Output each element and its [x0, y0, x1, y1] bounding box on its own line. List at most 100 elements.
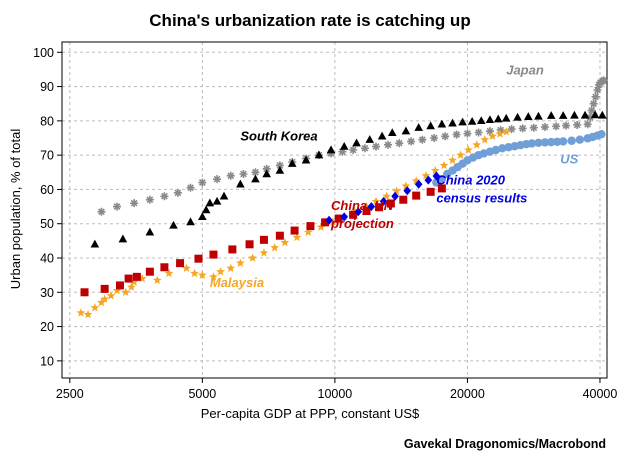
point-malaysia — [76, 308, 86, 317]
point-japan — [507, 125, 516, 134]
label-china-2020-census-results: China 2020 census results — [436, 172, 527, 205]
point-china-un-projection — [334, 214, 343, 223]
y-tick-label: 90 — [40, 80, 54, 94]
point-japan — [372, 142, 381, 151]
point-malaysia — [439, 160, 449, 170]
point-japan — [395, 139, 404, 148]
source-note: Gavekal Dragonomics/Macrobond — [404, 437, 606, 451]
point-south-korea — [426, 121, 435, 130]
series-labels: Japan South Korea US China 2020 census resul… — [210, 63, 579, 291]
point-japan — [540, 123, 549, 132]
point-japan — [275, 161, 284, 170]
point-china-un-projection — [100, 284, 109, 293]
point-south-korea — [501, 113, 511, 122]
point-china-un-projection — [115, 281, 124, 290]
point-malaysia — [421, 171, 431, 180]
point-japan — [518, 124, 527, 133]
point-china-un-projection — [209, 250, 218, 259]
point-china-2020-census-results — [414, 179, 423, 189]
point-south-korea — [314, 150, 324, 159]
point-japan — [583, 120, 592, 129]
point-south-korea — [198, 212, 207, 221]
point-us — [547, 137, 556, 147]
point-japan — [418, 135, 427, 144]
y-tick-label: 100 — [33, 46, 54, 60]
point-malaysia — [328, 217, 338, 226]
point-south-korea — [524, 112, 533, 120]
point-south-korea — [580, 110, 590, 119]
label-us: US — [560, 152, 578, 167]
point-china-un-projection — [306, 222, 315, 231]
point-china-un-projection — [349, 210, 358, 219]
point-china-un-projection — [259, 235, 268, 244]
y-tick-label: 80 — [40, 114, 54, 128]
point-south-korea — [287, 159, 297, 167]
point-malaysia — [226, 263, 236, 273]
point-malaysia — [90, 303, 100, 312]
point-south-korea — [558, 111, 568, 119]
point-japan — [430, 134, 439, 142]
point-china-un-projection — [426, 187, 435, 196]
y-axis: 10 20 30 40 50 60 70 80 90 100 — [33, 46, 62, 368]
point-malaysia — [106, 291, 116, 300]
x-axis-label: Per-capita GDP at PPP, constant US$ — [201, 406, 420, 421]
point-china-un-projection — [245, 240, 254, 249]
point-south-korea — [570, 110, 579, 119]
point-south-korea — [387, 128, 397, 137]
point-malaysia — [127, 282, 136, 291]
y-axis-label: Urban population, % of total — [8, 129, 23, 290]
point-south-korea — [186, 217, 195, 226]
point-japan — [383, 140, 392, 149]
y-tick-label: 70 — [40, 149, 54, 163]
y-tick-label: 10 — [40, 354, 54, 368]
y-tick-label: 30 — [40, 286, 54, 300]
point-china-un-projection — [228, 245, 237, 254]
point-us — [540, 138, 550, 147]
point-south-korea — [485, 115, 495, 124]
point-us — [437, 174, 447, 184]
point-south-korea — [118, 234, 128, 243]
label-japan: Japan — [506, 63, 544, 78]
point-south-korea — [352, 138, 361, 147]
point-south-korea — [414, 123, 423, 131]
point-japan — [552, 122, 561, 131]
point-japan — [589, 99, 598, 108]
point-china-un-projection — [375, 203, 384, 212]
point-malaysia — [190, 268, 199, 278]
point-malaysia — [152, 275, 162, 285]
point-south-korea — [301, 155, 311, 164]
label-china-un-projection: China, UN projection — [330, 198, 394, 231]
label-south-korea: South Korea — [240, 129, 317, 144]
point-malaysia — [259, 248, 269, 257]
point-us — [534, 138, 543, 147]
point-malaysia — [182, 263, 191, 273]
point-japan — [587, 106, 596, 115]
point-south-korea — [326, 145, 336, 154]
point-china-un-projection — [362, 207, 371, 216]
point-malaysia — [382, 191, 391, 201]
x-tick-label: 40000 — [583, 387, 618, 401]
point-malaysia — [448, 155, 457, 165]
point-china-2020-census-results — [340, 212, 349, 222]
point-malaysia — [129, 277, 139, 286]
point-south-korea — [365, 135, 375, 143]
point-china-2020-census-results — [367, 202, 376, 212]
x-tick-label: 2500 — [56, 387, 84, 401]
point-japan — [173, 188, 182, 197]
point-south-korea — [275, 165, 285, 174]
y-tick-label: 20 — [40, 320, 54, 334]
series-china-2020-census-results — [325, 171, 441, 225]
point-south-korea — [513, 112, 522, 121]
point-china-un-projection — [80, 288, 89, 297]
point-malaysia — [164, 268, 174, 278]
point-south-korea — [546, 111, 556, 119]
point-south-korea — [251, 174, 260, 183]
point-japan — [251, 168, 260, 177]
point-china-un-projection — [290, 226, 299, 235]
point-japan — [452, 130, 461, 139]
point-south-korea — [493, 114, 503, 123]
point-japan — [591, 92, 600, 101]
grid — [62, 42, 607, 378]
point-china-un-projection — [124, 274, 133, 283]
point-china-2020-census-results — [379, 196, 388, 206]
